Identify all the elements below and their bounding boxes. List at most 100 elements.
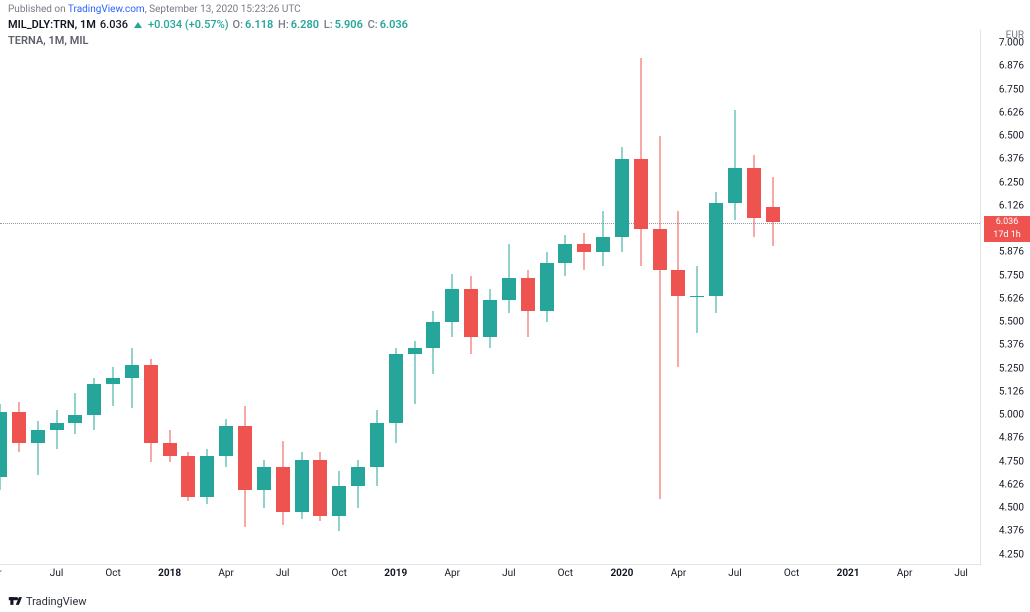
x-tick-label: Oct [332, 568, 347, 579]
candle-body [464, 289, 478, 337]
candle-wick [697, 266, 698, 333]
candle-body [276, 467, 290, 512]
candle-body [181, 456, 195, 497]
y-tick-label: 5.626 [999, 293, 1024, 304]
candle-body [540, 263, 554, 311]
candle-body [219, 426, 233, 456]
candle-body [502, 278, 516, 300]
x-tick-label: 2018 [158, 568, 181, 579]
candle-body [445, 289, 459, 322]
y-tick-label: 5.000 [999, 410, 1024, 421]
candle-body [163, 443, 177, 456]
candle-wick [113, 367, 114, 406]
candle-wick [659, 136, 660, 499]
site-link[interactable]: TradingView.com [68, 4, 145, 15]
price-change: +0.034 (+0.57%) [148, 18, 229, 31]
brand-text: TradingView [26, 595, 87, 608]
candle-body [709, 203, 723, 296]
y-tick-label: 6.126 [999, 200, 1024, 211]
candle-body [728, 168, 742, 203]
y-tick-label: 6.876 [999, 61, 1024, 72]
publish-prefix: Published on [8, 4, 68, 15]
countdown-tag: 17d 1h [984, 229, 1030, 242]
ohlc-group: O:6.118 H:6.280 L:5.906 C:6.036 [233, 18, 410, 31]
x-tick-label: 2019 [384, 568, 407, 579]
candle-body [370, 423, 384, 468]
x-tick-label: r [0, 568, 2, 579]
candle-wick [584, 233, 585, 270]
candle-body [125, 365, 139, 378]
y-tick-label: 6.626 [999, 107, 1024, 118]
candle-body [200, 456, 214, 497]
tradingview-logo-icon [8, 594, 22, 608]
y-tick-label: 4.750 [999, 456, 1024, 467]
candle-body [671, 270, 685, 296]
candle-body [653, 229, 667, 270]
candle-body [408, 348, 422, 354]
y-tick-label: 5.500 [999, 317, 1024, 328]
ohlc-o: 6.118 [245, 18, 273, 31]
y-tick-label: 5.750 [999, 270, 1024, 281]
price-tag: 6.036 [984, 216, 1030, 229]
x-tick-label: Oct [105, 568, 120, 579]
x-tick-label: Apr [671, 568, 687, 579]
candle-body [615, 159, 629, 237]
candle-body [257, 467, 271, 489]
candle-body [747, 168, 761, 218]
candle-body [238, 426, 252, 489]
candle-body [634, 159, 648, 230]
x-tick-label: Oct [558, 568, 573, 579]
chart-plot-area[interactable] [0, 34, 980, 564]
ohlc-h: 6.280 [291, 18, 319, 31]
candle-body [766, 207, 780, 222]
y-tick-label: 5.376 [999, 340, 1024, 351]
candle-body [332, 486, 346, 516]
candle-body [351, 467, 365, 486]
candle-body [87, 384, 101, 416]
candle-body [50, 423, 64, 430]
y-tick-label: 4.250 [999, 549, 1024, 560]
candle-body [144, 365, 158, 443]
x-tick-label: 2020 [610, 568, 633, 579]
candle-body [313, 460, 327, 516]
y-axis[interactable]: EUR 7.0006.8766.7506.6266.5006.3766.2506… [980, 30, 1030, 566]
brand-footer[interactable]: TradingView [8, 594, 87, 608]
x-tick-label: Apr [218, 568, 234, 579]
candle-body [12, 412, 26, 444]
y-tick-label: 6.500 [999, 131, 1024, 142]
candle-body [483, 300, 497, 337]
symbol-code: MIL_DLY:TRN, 1M [8, 18, 96, 31]
x-tick-label: Apr [897, 568, 913, 579]
candle-wick [735, 110, 736, 220]
publish-header: Published on TradingView.com, September … [8, 4, 301, 15]
y-tick-label: 4.376 [999, 526, 1024, 537]
candle-body [426, 322, 440, 348]
candle-body [690, 296, 704, 297]
y-tick-label: 7.000 [999, 38, 1024, 49]
publish-timestamp: , September 13, 2020 15:23:26 UTC [145, 4, 301, 15]
candle-body [558, 244, 572, 263]
y-tick-label: 4.876 [999, 433, 1024, 444]
y-tick-label: 4.626 [999, 479, 1024, 490]
candle-body [31, 430, 45, 443]
x-tick-label: Jul [50, 568, 63, 579]
candle-body [596, 237, 610, 252]
y-tick-label: 5.250 [999, 363, 1024, 374]
ohlc-c: 6.036 [380, 18, 408, 31]
candle-body [295, 460, 309, 512]
x-axis[interactable]: rJulOct2018AprJulOct2019AprJulOct2020Apr… [0, 564, 980, 582]
y-tick-label: 5.876 [999, 247, 1024, 258]
symbol-info-line: MIL_DLY:TRN, 1M 6.036 +0.034 (+0.57%) O:… [8, 18, 410, 31]
candle-wick [75, 393, 76, 434]
candle-body [389, 354, 403, 423]
candle-body [0, 412, 7, 477]
x-tick-label: 2021 [837, 568, 860, 579]
candle-body [68, 415, 82, 422]
candle-body [106, 378, 120, 384]
y-tick-label: 6.750 [999, 84, 1024, 95]
x-tick-label: Oct [784, 568, 799, 579]
ohlc-l: 5.906 [335, 18, 363, 31]
up-triangle-icon [134, 22, 142, 28]
x-tick-label: Jul [502, 568, 515, 579]
last-price-line [0, 223, 980, 224]
